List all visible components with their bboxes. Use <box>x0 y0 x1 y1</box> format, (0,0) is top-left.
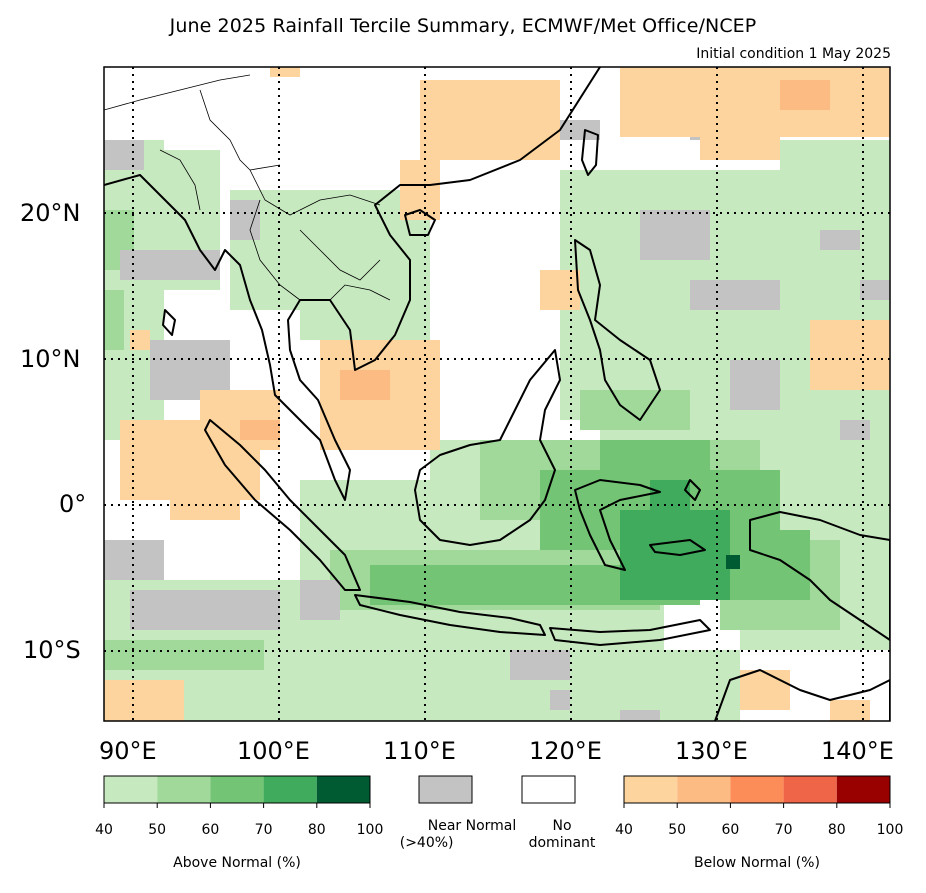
map-subtitle: Initial condition 1 May 2025 <box>696 46 891 62</box>
above-normal-tick-label: 40 <box>95 822 113 838</box>
lat-label-20n: 20°N <box>20 199 81 227</box>
lon-label-120e: 120°E <box>529 737 602 765</box>
lat-label-10n: 10°N <box>20 345 81 373</box>
country-borders <box>104 74 391 301</box>
below-normal-tick-label: 80 <box>827 822 846 838</box>
graticule <box>104 67 890 721</box>
above-normal-80-region <box>726 555 740 569</box>
above-normal-caption: Above Normal (%) <box>173 855 301 871</box>
below-normal-caption: Below Normal (%) <box>694 855 820 871</box>
below-normal-40-region <box>104 67 890 721</box>
map-title: June 2025 Rainfall Tercile Summary, ECMW… <box>169 15 757 37</box>
below-normal-tick-label: 60 <box>721 822 740 838</box>
lon-label-100e: 100°E <box>237 737 310 765</box>
lon-label-140e: 140°E <box>821 737 894 765</box>
lat-label-10s: 10°S <box>23 636 81 664</box>
below-normal-tick-label: 50 <box>668 822 687 838</box>
near-normal-caption-line2: (>40%) <box>399 835 454 851</box>
below-normal-tick-label: 70 <box>774 822 793 838</box>
lon-label-110e: 110°E <box>383 737 456 765</box>
above-normal-tick-label: 100 <box>356 822 384 838</box>
lat-label-0: 0° <box>59 490 87 518</box>
map-frame <box>103 66 891 722</box>
near-normal-caption: Near Normal (>40%) <box>400 818 517 852</box>
no-dominant-caption-line1: No <box>552 818 572 834</box>
near-normal-caption-line1: Near Normal <box>427 818 517 834</box>
above-normal-tick-label: 80 <box>307 822 326 838</box>
below-normal-tick-label: 100 <box>876 822 904 838</box>
above-normal-tick-label: 60 <box>201 822 220 838</box>
below-normal-tick-label: 40 <box>615 822 633 838</box>
above-normal-tick-label: 50 <box>148 822 167 838</box>
lon-label-90e: 90°E <box>99 737 157 765</box>
no-dominant-caption-line2: dominant <box>528 835 596 851</box>
lon-label-130e: 130°E <box>675 737 748 765</box>
above-normal-tick-label: 70 <box>254 822 273 838</box>
no-dominant-caption: No dominant <box>529 818 596 852</box>
below-normal-50-region <box>240 80 830 440</box>
